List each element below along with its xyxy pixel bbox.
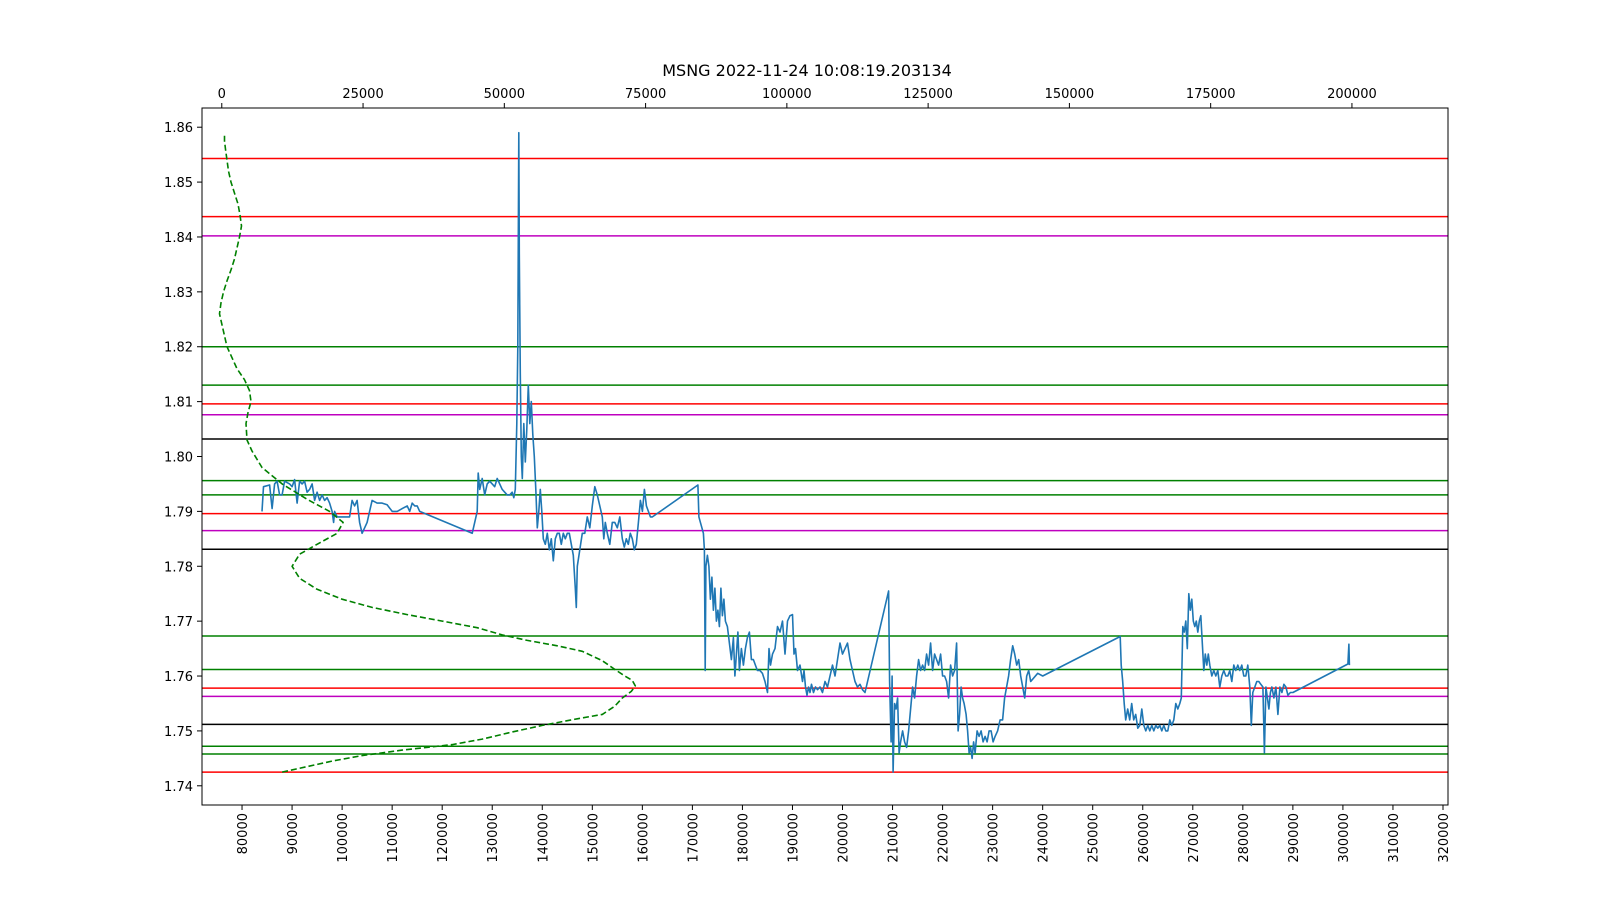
x-tick-label-12: 200000 [837, 813, 852, 863]
x-tick-label-22: 300000 [1337, 813, 1352, 863]
x-tick-label-5: 130000 [486, 813, 501, 863]
top-tick-label-5: 125000 [903, 87, 953, 102]
x-tick-label-8: 160000 [636, 813, 651, 863]
x-tick-label-18: 260000 [1137, 813, 1152, 863]
x-tick-label-11: 190000 [786, 813, 801, 863]
x-tick-label-9: 170000 [686, 813, 701, 863]
x-tick-label-24: 320000 [1437, 813, 1452, 863]
top-tick-label-3: 75000 [625, 87, 666, 102]
top-tick-label-2: 50000 [484, 87, 525, 102]
volume-profile-line-1 [218, 132, 637, 773]
y-tick-label-9: 1.83 [164, 286, 193, 301]
x-tick-label-20: 280000 [1237, 813, 1252, 863]
top-tick-label-4: 100000 [762, 87, 812, 102]
x-tick-label-3: 110000 [386, 813, 401, 863]
x-tick-label-17: 250000 [1087, 813, 1102, 863]
y-tick-label-4: 1.78 [164, 560, 193, 575]
x-tick-label-6: 140000 [536, 813, 551, 863]
y-tick-label-0: 1.74 [164, 780, 193, 795]
x-tick-label-7: 150000 [586, 813, 601, 863]
x-tick-label-16: 240000 [1037, 813, 1052, 863]
x-tick-label-10: 180000 [736, 813, 751, 863]
x-tick-label-15: 230000 [987, 813, 1002, 863]
x-tick-label-4: 120000 [436, 813, 451, 863]
x-tick-label-23: 310000 [1387, 813, 1402, 863]
top-tick-label-0: 0 [218, 87, 226, 102]
y-tick-label-8: 1.82 [164, 341, 193, 356]
y-tick-label-1: 1.75 [164, 725, 193, 740]
plot-frame [201, 107, 1449, 806]
x-tick-label-2: 100000 [336, 813, 351, 863]
top-tick-label-8: 200000 [1327, 87, 1377, 102]
y-tick-label-5: 1.79 [164, 505, 193, 520]
x-tick-label-13: 210000 [887, 813, 902, 863]
x-tick-label-1: 90000 [286, 813, 301, 854]
y-tick-label-10: 1.84 [164, 231, 193, 246]
y-tick-label-6: 1.80 [164, 451, 193, 466]
y-tick-label-7: 1.81 [164, 396, 193, 411]
top-tick-label-7: 175000 [1186, 87, 1236, 102]
x-tick-label-0: 80000 [236, 813, 251, 854]
y-tick-label-12: 1.86 [164, 121, 193, 136]
top-tick-label-6: 150000 [1045, 87, 1095, 102]
chart-title: MSNG 2022-11-24 10:08:19.203134 [662, 61, 952, 80]
top-tick-label-1: 25000 [342, 87, 383, 102]
x-tick-label-19: 270000 [1187, 813, 1202, 863]
y-tick-label-3: 1.77 [164, 615, 193, 630]
x-tick-label-14: 220000 [937, 813, 952, 863]
price-line-0 [261, 131, 1351, 773]
y-tick-label-11: 1.85 [164, 176, 193, 191]
x-tick-label-21: 290000 [1287, 813, 1302, 863]
y-tick-label-2: 1.76 [164, 670, 193, 685]
